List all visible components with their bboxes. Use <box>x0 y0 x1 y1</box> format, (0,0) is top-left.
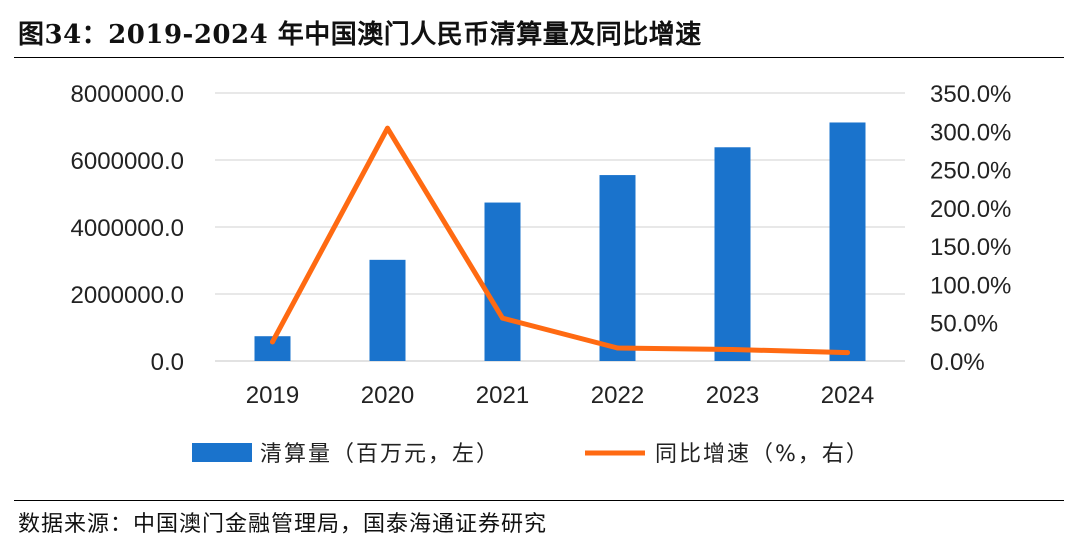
source-rule <box>14 500 1064 501</box>
line-point-2021 <box>500 315 505 321</box>
x-axis-tick-label: 2021 <box>476 382 529 409</box>
left-axis: 0.0 2000000.0 4000000.0 6000000.0 8000000.0 <box>71 81 184 376</box>
bar-2023 <box>714 147 751 361</box>
x-axis: 2019 2020 2021 2022 2023 2024 <box>246 382 874 409</box>
legend-bar-swatch <box>192 443 252 462</box>
line-point-2024 <box>845 350 850 356</box>
combo-chart: 0.02000000.04000000.06000000.08000000.0 … <box>71 81 1012 467</box>
figure-title: 图34：2019-2024 年中国澳门人民币清算量及同比增速 <box>18 20 702 50</box>
right-axis-tick-label: 0.0% <box>930 349 985 376</box>
x-axis-tick-label: 2022 <box>591 382 644 409</box>
line-point-2019 <box>270 339 275 345</box>
gridlines <box>215 92 905 362</box>
source-note: 数据来源：中国澳门金融管理局，国泰海通证券研究 <box>18 512 548 537</box>
right-axis-tick-label: 50.0% <box>930 311 998 338</box>
left-axis-tick-label: 0.0 <box>151 349 184 376</box>
line-point-2022 <box>615 345 620 351</box>
bar-2020 <box>369 259 406 361</box>
bar-2022 <box>599 175 636 361</box>
x-axis-tick-label: 2024 <box>821 382 874 409</box>
x-axis-tick-label: 2023 <box>706 382 759 409</box>
growth-rate-line <box>270 125 850 356</box>
bar-series <box>254 122 866 361</box>
legend-line-label: 同比增速（%，右） <box>655 442 870 467</box>
line-point-2023 <box>730 347 735 353</box>
x-axis-tick-label: 2019 <box>246 382 299 409</box>
x-axis-tick-label: 2020 <box>361 382 414 409</box>
right-axis-tick-label: 150.0% <box>930 234 1011 261</box>
right-axis-tick-label: 300.0% <box>930 119 1011 146</box>
title-rule <box>14 57 1064 58</box>
left-axis-tick-label: 2000000.0 <box>71 282 184 309</box>
right-axis-tick-label: 100.0% <box>930 272 1011 299</box>
right-axis: 0.0% 50.0% 100.0% 150.0% 200.0% 250.0% 300.0% 3… <box>930 81 1011 376</box>
right-axis-tick-label: 250.0% <box>930 158 1011 185</box>
bar-2021 <box>484 202 521 361</box>
left-axis-tick-label: 8000000.0 <box>71 81 184 108</box>
line-series <box>270 125 850 356</box>
bar-2024 <box>829 122 866 361</box>
legend: 清算量（百万元，左） 同比增速（%，右） <box>192 442 870 467</box>
right-axis-tick-label: 200.0% <box>930 196 1011 223</box>
left-axis-tick-label: 4000000.0 <box>71 215 184 242</box>
left-axis-tick-label: 6000000.0 <box>71 148 184 175</box>
right-axis-tick-label: 350.0% <box>930 81 1011 108</box>
legend-bar-label: 清算量（百万元，左） <box>260 442 500 467</box>
line-point-2020 <box>385 125 390 131</box>
